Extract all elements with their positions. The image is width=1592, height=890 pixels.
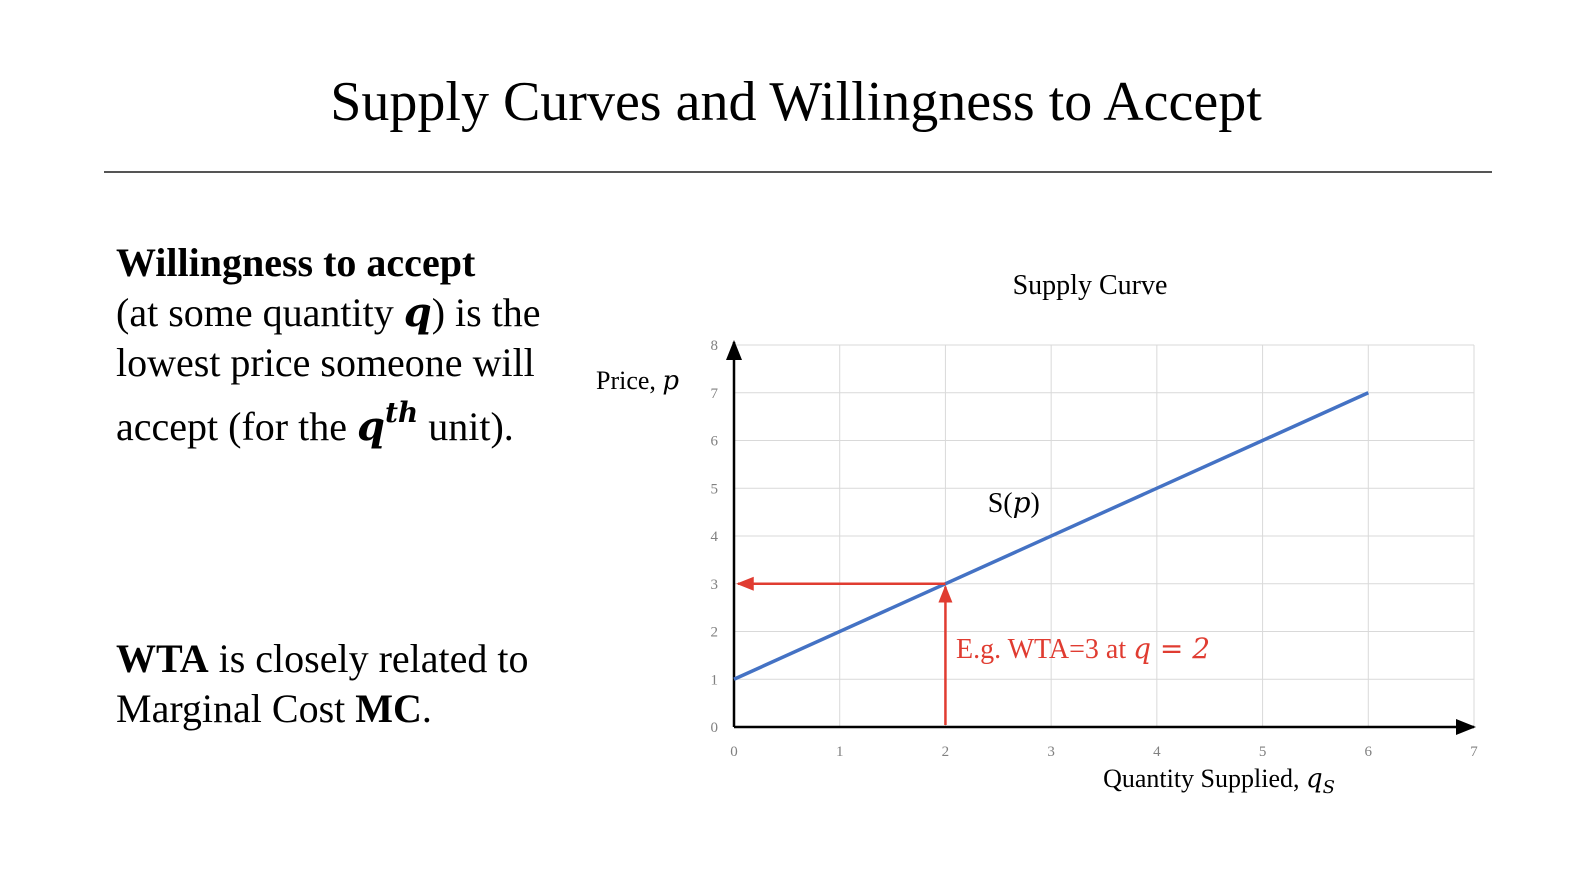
series-label-close: ): [1031, 488, 1040, 519]
wta-def-sup: th: [384, 396, 419, 429]
chart-annotation: [736, 576, 953, 725]
annotation-text: E.g. WTA=3 at: [956, 634, 1133, 665]
y-axis-label-text: Price,: [596, 366, 662, 395]
series-label-var: p: [1013, 486, 1031, 519]
mc-abbrev: MC: [355, 686, 422, 731]
y-tick-label-6: 6: [711, 434, 719, 450]
wta-definition: Willingness to accept (at some quantity q…: [116, 238, 596, 452]
x-tick-label-5: 5: [1259, 744, 1267, 760]
wta-def-part-c: unit).: [418, 404, 514, 449]
x-axis-label-text: Quantity Supplied,: [1103, 764, 1306, 793]
x-axis-label-sub: S: [1323, 777, 1335, 798]
y-tick-label-8: 8: [711, 338, 719, 354]
y-tick-label-5: 5: [711, 481, 719, 497]
x-tick-label-2: 2: [942, 744, 950, 760]
wta-def-q: q: [403, 289, 432, 336]
chart-grid: [734, 344, 1475, 727]
series-label-s-p: S(p): [988, 486, 1040, 519]
x-tick-label-3: 3: [1047, 744, 1055, 760]
y-axis-label-var: p: [662, 366, 679, 396]
x-tick-label-6: 6: [1365, 744, 1373, 760]
chart-axes: [726, 340, 1476, 735]
x-tick-labels: 0 1 2 3 4 5 6 7: [730, 744, 1478, 760]
title-divider: [104, 171, 1492, 173]
wta-mc-part-a: is closely related to Marginal Cost: [116, 636, 529, 731]
wta-def-part-a: (at some quantity: [116, 290, 404, 335]
y-tick-label-2: 2: [711, 625, 719, 641]
y-tick-labels: 0 1 2 3 4 5 6 7 8: [711, 338, 719, 736]
wta-abbrev: WTA: [116, 636, 209, 681]
y-tick-label-7: 7: [711, 386, 719, 402]
y-axis-label: Price, p: [596, 366, 679, 396]
chart-series: [733, 391, 1370, 681]
x-tick-label-0: 0: [730, 744, 738, 760]
slide-title: Supply Curves and Willingness to Accept: [330, 71, 1262, 133]
chart-title: Supply Curve: [1013, 270, 1168, 301]
wta-def-q2: q: [356, 403, 385, 450]
y-tick-label-1: 1: [711, 672, 719, 688]
wta-def-part-b: ) is the lowest price someone will accep…: [116, 290, 541, 449]
x-axis-label: Quantity Supplied, qS: [1103, 764, 1335, 798]
wta-term: Willingness to accept: [116, 240, 476, 285]
series-line-0: [733, 391, 1370, 681]
series-label-text: S(: [988, 488, 1013, 519]
y-tick-label-3: 3: [711, 577, 719, 593]
annotation-label: E.g. WTA=3 at q = 2: [956, 632, 1210, 665]
annotation-math: q = 2: [1133, 632, 1210, 665]
wta-mc-part-b: .: [421, 686, 432, 731]
y-tick-label-0: 0: [711, 720, 719, 736]
y-tick-label-4: 4: [711, 529, 719, 545]
x-axis-label-var: q: [1306, 764, 1323, 794]
x-tick-label-1: 1: [836, 744, 844, 760]
x-tick-label-4: 4: [1153, 744, 1161, 760]
wta-mc-relation: WTA is closely related to Marginal Cost …: [116, 634, 596, 734]
x-tick-label-7: 7: [1470, 744, 1478, 760]
